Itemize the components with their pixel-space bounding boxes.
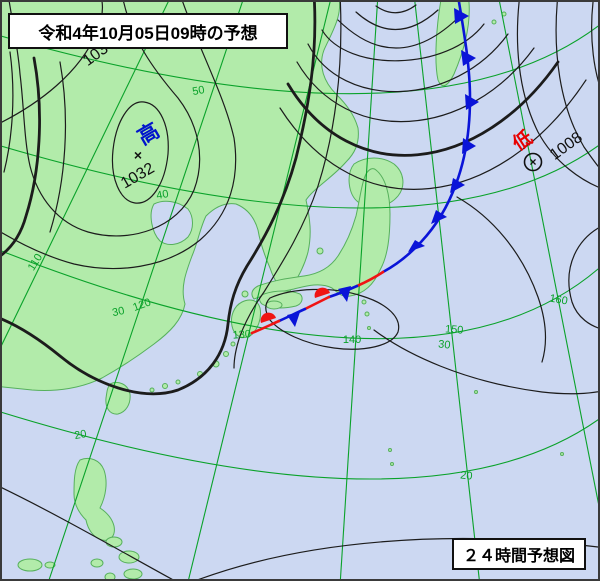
island-sakhalin <box>435 2 470 87</box>
grid-label-20: 20 <box>460 469 473 482</box>
grid-label-30: 30 <box>111 305 125 319</box>
chart-type-label: ２４時間予想図 <box>462 548 575 565</box>
grid-label-160: 160 <box>548 293 568 308</box>
parallel-20 <box>2 411 598 480</box>
stationary-front-red-2 <box>303 295 331 311</box>
warm-front-semicircles <box>260 287 330 323</box>
bohai-sea <box>150 200 193 245</box>
meridian-140 <box>339 2 379 579</box>
chart-type-box: ２４時間予想図 <box>452 538 586 570</box>
land-layer <box>2 2 564 579</box>
pressure-label-1008: 1008 <box>547 129 586 164</box>
low-center-mark <box>523 152 543 172</box>
pressure-label-×: × <box>529 155 536 169</box>
grid-label-150: 150 <box>445 323 464 336</box>
grid-label-140: 140 <box>343 334 361 346</box>
islands-small <box>149 11 564 466</box>
grid-label-20: 20 <box>73 428 87 442</box>
isobar-1032-ring <box>111 101 169 204</box>
stationary-front-red-1 <box>355 270 385 288</box>
pressure-label-低: 低 <box>507 126 536 156</box>
grid-label-50: 50 <box>191 84 205 98</box>
forecast-title-box: 令和4年10月05日09時の予想 <box>8 13 288 49</box>
forecast-title: 令和4年10月05日09時の予想 <box>38 23 258 43</box>
pressure-label-×: × <box>134 147 142 163</box>
meridian-160 <box>499 2 598 504</box>
meridian-150 <box>414 2 480 579</box>
meridian-110 <box>2 2 169 346</box>
parallel-30 <box>2 250 598 340</box>
grid-label-40: 40 <box>155 188 169 202</box>
islands-visayas <box>90 536 143 579</box>
grid-label-30: 30 <box>438 338 451 351</box>
meridian-120 <box>48 2 243 579</box>
front-layer <box>250 2 479 335</box>
stationary-front-red-3 <box>250 319 281 335</box>
parallel-50 <box>2 25 598 95</box>
cold-front-triangles <box>287 8 479 327</box>
island-tsushima <box>241 290 249 298</box>
grid-label-130: 130 <box>232 328 251 341</box>
island-honshu <box>251 168 391 300</box>
island-jeju <box>265 300 283 310</box>
islands-hainan-coast <box>17 558 56 572</box>
landmass-asia <box>2 2 359 391</box>
parallel-40 <box>2 145 598 209</box>
grid-label-120: 120 <box>131 296 152 314</box>
